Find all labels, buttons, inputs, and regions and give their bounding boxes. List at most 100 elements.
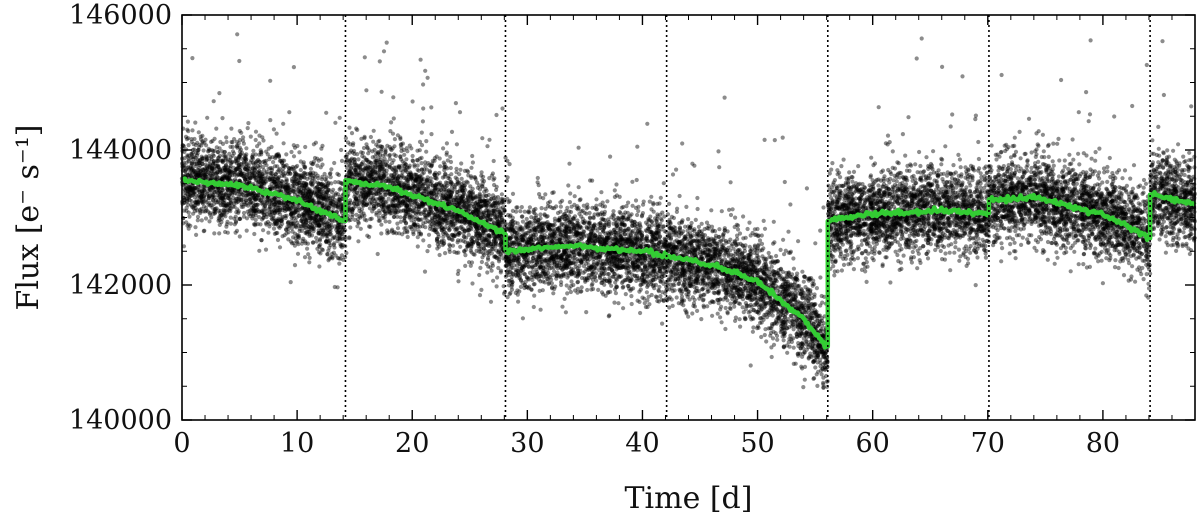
data-point <box>479 204 484 209</box>
data-point <box>302 221 307 227</box>
data-point <box>187 185 192 190</box>
data-point <box>401 182 406 187</box>
data-point <box>449 200 454 205</box>
data-point <box>481 179 487 184</box>
data-point <box>339 245 345 250</box>
data-point <box>183 185 189 190</box>
data-point <box>230 144 235 150</box>
data-point <box>333 180 338 185</box>
data-point <box>252 208 257 213</box>
data-point <box>255 193 260 199</box>
data-point <box>293 176 298 182</box>
data-point <box>376 139 381 144</box>
data-point <box>241 195 246 200</box>
data-point <box>304 208 309 213</box>
data-point <box>241 214 247 219</box>
data-point <box>321 183 326 188</box>
data-point <box>462 229 467 234</box>
data-point <box>256 164 261 169</box>
data-point <box>307 212 312 217</box>
data-point <box>396 203 401 208</box>
data-point <box>287 223 292 228</box>
data-point <box>252 167 257 172</box>
data-point <box>392 198 397 203</box>
data-point <box>395 226 401 231</box>
data-point <box>274 208 279 213</box>
data-point <box>483 236 488 241</box>
data-point <box>429 105 434 110</box>
data-point <box>324 110 329 115</box>
data-point <box>271 216 276 221</box>
data-point <box>305 246 310 251</box>
data-point <box>326 193 332 199</box>
data-point <box>238 197 243 202</box>
data-point <box>275 237 281 243</box>
data-point <box>430 161 435 166</box>
data-point <box>402 161 407 166</box>
data-point <box>287 166 292 171</box>
data-point <box>338 186 343 191</box>
data-point <box>354 212 359 217</box>
data-point <box>208 203 213 208</box>
data-point <box>361 211 366 216</box>
data-point <box>468 184 473 189</box>
data-point <box>677 193 682 199</box>
data-point <box>290 202 295 207</box>
data-point <box>305 171 310 177</box>
data-point <box>291 65 296 70</box>
data-point <box>195 199 200 204</box>
data-point <box>281 121 286 126</box>
data-point <box>212 136 217 141</box>
data-point <box>415 148 420 153</box>
data-point <box>494 112 499 118</box>
data-point <box>224 154 229 159</box>
data-point <box>448 154 453 159</box>
data-point <box>317 218 322 223</box>
data-point <box>232 204 237 209</box>
data-point <box>419 143 425 148</box>
data-point <box>206 148 211 153</box>
data-point <box>284 207 289 212</box>
data-point <box>441 160 446 165</box>
data-point <box>244 200 249 205</box>
data-point <box>201 174 206 179</box>
data-point <box>211 161 216 167</box>
data-point <box>436 232 441 237</box>
data-point <box>206 202 211 207</box>
data-point <box>189 204 194 209</box>
data-point <box>278 181 283 186</box>
data-point <box>347 125 352 130</box>
data-point <box>388 129 393 134</box>
data-point <box>277 197 282 202</box>
data-point <box>289 241 295 246</box>
data-point <box>228 144 233 149</box>
data-point <box>202 228 207 233</box>
data-point <box>393 153 398 158</box>
data-point <box>202 140 207 145</box>
data-point <box>335 233 340 238</box>
data-point <box>490 171 495 176</box>
data-point <box>356 157 361 162</box>
data-point <box>280 185 286 190</box>
data-point <box>302 225 307 231</box>
data-point <box>280 214 285 220</box>
data-point <box>250 154 255 159</box>
data-point <box>264 163 269 168</box>
data-point <box>229 126 234 131</box>
data-point <box>442 196 447 201</box>
data-point <box>182 168 187 174</box>
data-point <box>198 137 204 142</box>
data-point <box>418 186 423 191</box>
data-point <box>314 185 319 190</box>
data-point <box>444 141 449 146</box>
data-point <box>253 197 258 202</box>
data-point <box>438 220 443 225</box>
data-point <box>328 201 333 206</box>
data-point <box>226 193 231 198</box>
data-point <box>471 196 476 201</box>
data-point <box>459 176 464 181</box>
data-point <box>469 227 474 232</box>
data-point <box>262 212 267 218</box>
data-point <box>199 195 204 200</box>
data-point <box>253 217 258 223</box>
